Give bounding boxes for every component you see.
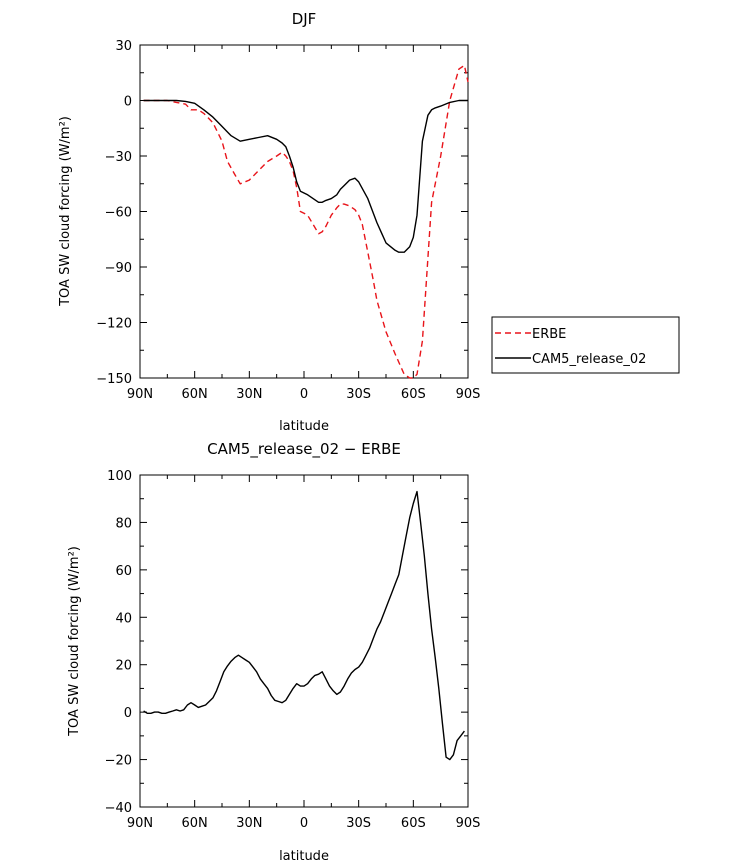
top-y-tick-label: −120 — [96, 317, 132, 332]
top-y-tick-label: −60 — [105, 206, 132, 221]
top-chart-title: DJF — [292, 10, 317, 28]
bottom-x-tick-label: 60S — [401, 816, 426, 831]
bottom-x-tick-label: 0 — [300, 816, 308, 831]
bottom-panel: CAM5_release_02 − ERBE latitude TOA SW c… — [67, 440, 480, 864]
bottom-x-axis-label: latitude — [279, 849, 329, 864]
bottom-y-tick-label: 60 — [115, 564, 132, 579]
top-x-axis-label: latitude — [279, 419, 329, 434]
top-x-tick-label: 0 — [300, 387, 308, 402]
bottom-x-tick-label: 90S — [456, 816, 481, 831]
bottom-x-tick-label: 60N — [182, 816, 208, 831]
legend-label-erbe: ERBE — [532, 327, 566, 342]
bottom-y-tick-label: −20 — [105, 754, 132, 769]
top-x-tick-label: 90N — [127, 387, 153, 402]
bottom-y-axis-label: TOA SW cloud forcing (W/m²) — [67, 546, 82, 737]
bottom-chart-title: CAM5_release_02 − ERBE — [207, 440, 401, 459]
bottom-x-tick-label: 90N — [127, 816, 153, 831]
top-y-tick-label: 0 — [124, 95, 132, 110]
bottom-plot-frame — [139, 474, 469, 808]
top-y-tick-label: −150 — [96, 372, 132, 387]
bottom-y-tick-label: 40 — [115, 611, 132, 626]
bottom-x-tick-label: 30S — [346, 816, 371, 831]
top-series-cam5-release-02 — [143, 99, 468, 253]
legend-box — [491, 316, 680, 374]
top-y-axis-label: TOA SW cloud forcing (W/m²) — [58, 116, 73, 307]
bottom-x-tick-label: 30N — [236, 816, 262, 831]
bottom-y-tick-label: 0 — [124, 706, 132, 721]
bottom-y-tick-label: 20 — [115, 659, 132, 674]
top-plot-frame — [139, 44, 469, 379]
bottom-y-tick-label: 100 — [107, 469, 132, 484]
top-series-erbe — [143, 64, 469, 379]
top-y-tick-label: −30 — [105, 150, 132, 165]
top-y-tick-label: −90 — [105, 261, 132, 276]
bottom-series-difference — [143, 490, 465, 761]
bottom-y-tick-label: 80 — [115, 516, 132, 531]
top-y-tick-label: 30 — [115, 39, 132, 54]
top-panel: DJF latitude TOA SW cloud forcing (W/m²)… — [58, 10, 680, 434]
top-x-tick-label: 90S — [456, 387, 481, 402]
legend-label-cam5: CAM5_release_02 — [532, 352, 646, 367]
top-x-tick-label: 30N — [236, 387, 262, 402]
top-x-tick-label: 60N — [182, 387, 208, 402]
bottom-y-tick-label: −40 — [105, 801, 132, 816]
legend: ERBE CAM5_release_02 — [491, 316, 680, 374]
top-x-tick-label: 60S — [401, 387, 426, 402]
top-x-tick-label: 30S — [346, 387, 371, 402]
